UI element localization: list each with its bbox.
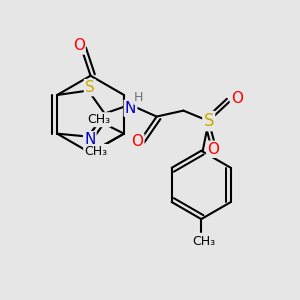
Text: CH₃: CH₃ [84,145,107,158]
Text: S: S [203,112,214,130]
Text: O: O [207,142,219,157]
Text: CH₃: CH₃ [193,236,216,248]
Text: O: O [131,134,143,149]
Text: N: N [125,101,136,116]
Text: O: O [73,38,85,53]
Text: CH₃: CH₃ [87,113,110,126]
Text: S: S [85,80,95,95]
Text: O: O [231,91,243,106]
Text: N: N [84,132,95,147]
Text: H: H [134,91,143,104]
